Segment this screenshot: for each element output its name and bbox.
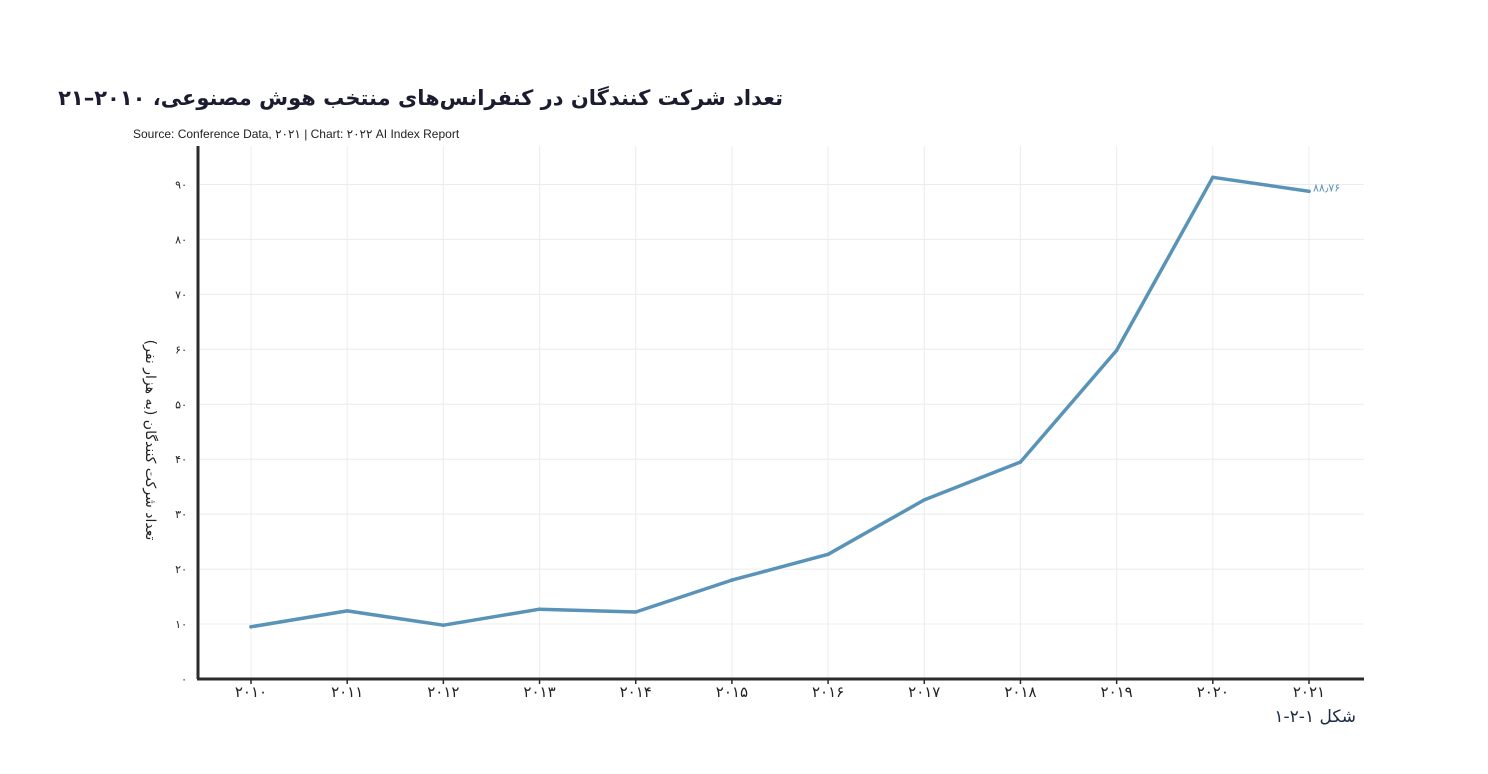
- y-tick-label: ۳۰: [175, 508, 187, 521]
- data-point: [922, 498, 927, 502]
- series-line: [249, 175, 1311, 629]
- y-tick-label: ۴۰: [175, 453, 187, 466]
- data-point: [537, 607, 542, 612]
- data-point: [249, 624, 253, 629]
- y-tick-label: ۷۰: [175, 288, 187, 301]
- x-ticks: ۲۰۱۰ ۲۰۱۱ ۲۰۱۲ ۲۰۱۳ ۲۰۱۴ ۲۰۱۵ ۲۰۱۶ ۲۰۱۷ ۲۰۱۸ ۲۰۱۹…: [235, 679, 1325, 701]
- y-tick-label: ۸۰: [175, 233, 187, 246]
- y-tick-label: ۲۰: [175, 563, 187, 576]
- x-tick-label: ۲۰۱۸: [1004, 683, 1036, 701]
- y-tick-label: ۹۰: [175, 178, 187, 191]
- data-point: [730, 578, 734, 582]
- data-point: [1307, 189, 1311, 194]
- x-tick-label: ۲۰۱۶: [812, 683, 844, 701]
- axes: [196, 146, 1364, 681]
- y-ticks: ۰ ۱۰ ۲۰ ۳۰ ۴۰ ۵۰ ۶۰ ۷۰ ۸۰ ۹۰: [175, 178, 187, 686]
- data-point: [826, 552, 830, 557]
- x-tick-label: ۲۰۲۱: [1293, 683, 1325, 701]
- x-tick-label: ۲۰۱۵: [716, 683, 748, 701]
- data-point: [441, 623, 446, 627]
- end-value-label: ۸۸٫۷۶: [1313, 181, 1340, 194]
- y-tick-label: ۱۰: [175, 618, 187, 631]
- x-tick-label: ۲۰۲۰: [1197, 683, 1229, 701]
- y-axis-label: تعداد شرکت کنندگان (به هزار نفر): [142, 340, 159, 541]
- y-tick-label: ۵۰: [175, 398, 187, 411]
- y-tick-label: ۰: [181, 673, 187, 686]
- data-point: [345, 609, 349, 613]
- x-tick-label: ۲۰۱۴: [620, 683, 652, 701]
- data-point: [1211, 175, 1215, 180]
- data-point: [633, 610, 638, 614]
- data-point: [1114, 348, 1119, 353]
- y-tick-label: ۶۰: [175, 343, 187, 356]
- x-tick-label: ۲۰۱۳: [523, 683, 555, 701]
- chart-source: Source: Conference Data, ۲۰۲۱ | Chart: ۲…: [133, 127, 460, 141]
- x-tick-label: ۲۰۱۱: [331, 683, 363, 701]
- x-tick-label: ۲۰۱۲: [427, 683, 459, 701]
- chart-title: تعداد شرکت کنندگان در کنفرانس‌های منتخب …: [58, 86, 783, 110]
- data-point: [1018, 460, 1023, 464]
- grid: [198, 146, 1364, 679]
- x-tick-label: ۲۰۱۷: [908, 683, 940, 701]
- figure-caption: شکل ۱-۲-۱: [1274, 707, 1356, 727]
- x-tick-label: ۲۰۱۹: [1101, 683, 1133, 701]
- x-tick-label: ۲۰۱۰: [235, 683, 267, 701]
- series-lines: ۸۸٫۷۶: [249, 175, 1340, 629]
